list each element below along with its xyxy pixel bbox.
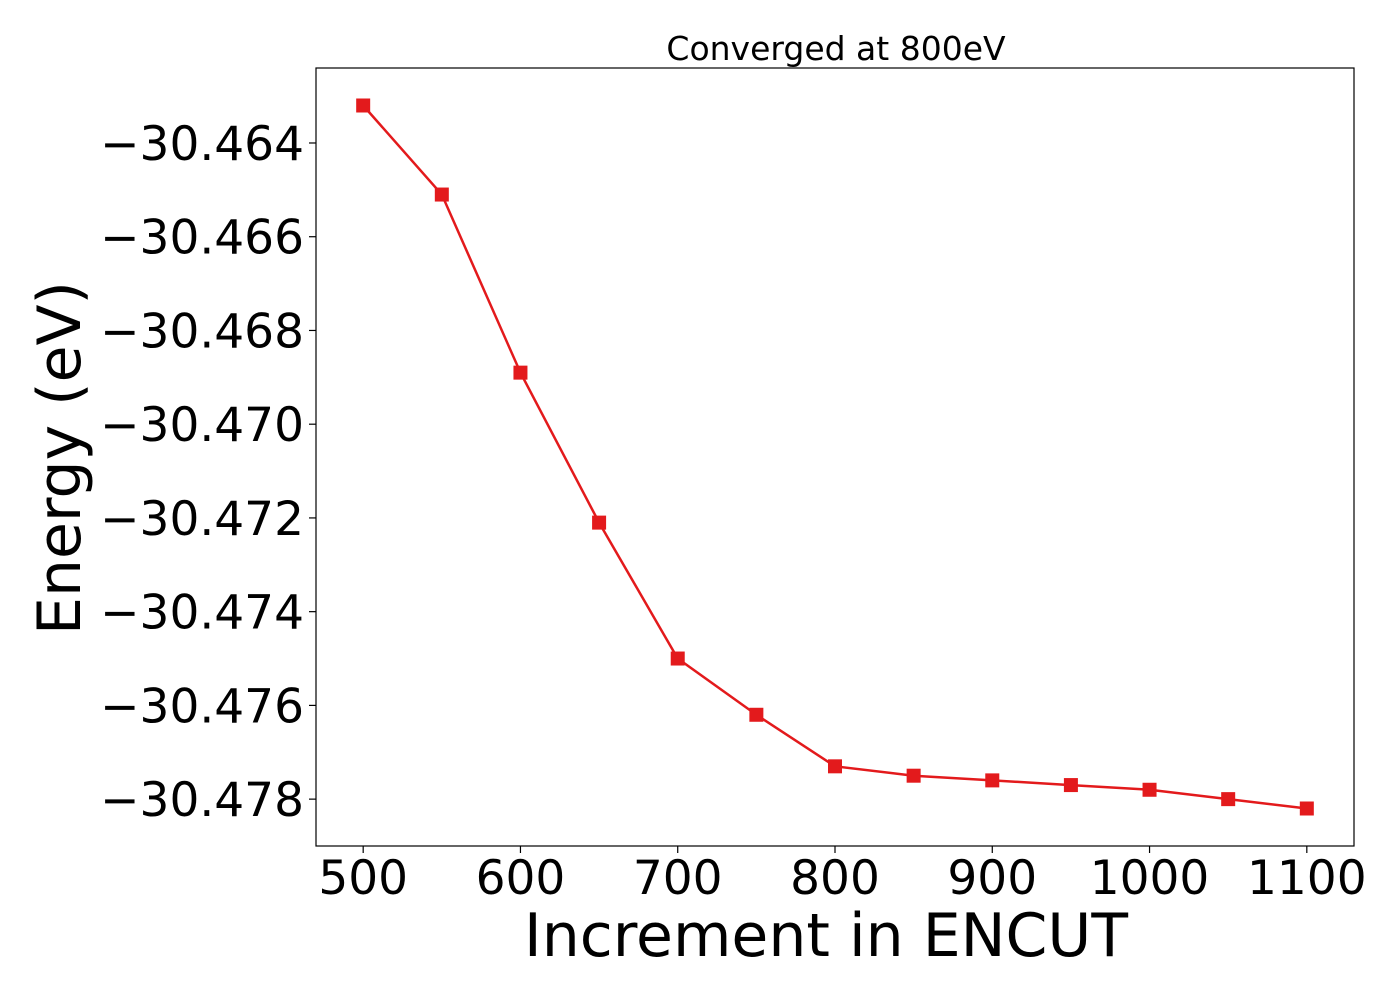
y-tick-label: −30.466	[100, 211, 304, 266]
y-tick-label: −30.470	[100, 398, 304, 453]
y-tick-label: −30.474	[100, 586, 304, 641]
y-tick-label: −30.464	[100, 117, 304, 172]
data-point-marker	[749, 707, 764, 722]
x-tick-label: 700	[633, 851, 723, 906]
data-point-marker	[906, 768, 921, 783]
plot-frame	[315, 67, 1355, 847]
x-axis-ticks: 500 600 700 800 900 1000 1100	[318, 846, 1367, 906]
y-tick-label: −30.478	[100, 773, 304, 828]
y-tick-label: −30.472	[100, 492, 304, 547]
data-point-marker	[670, 651, 685, 666]
x-tick-label: 900	[947, 851, 1037, 906]
y-tick-label: −30.476	[100, 679, 304, 734]
y-axis-label: Energy (eV)	[25, 281, 95, 635]
y-tick-label: −30.468	[100, 304, 304, 359]
x-tick-label: 1000	[1090, 851, 1210, 906]
x-tick-label: 1100	[1247, 851, 1367, 906]
chart-title: Converged at 800eV	[666, 29, 1006, 68]
data-point-marker	[592, 515, 607, 530]
x-axis-label: Increment in ENCUT	[524, 901, 1128, 971]
data-point-marker	[1221, 792, 1236, 807]
series-layer	[356, 98, 1314, 816]
data-point-marker	[1142, 782, 1157, 797]
data-point-marker	[356, 98, 371, 113]
data-point-marker	[434, 187, 449, 202]
x-tick-label: 600	[476, 851, 566, 906]
data-point-marker	[1063, 778, 1078, 793]
y-axis-ticks: −30.464 −30.466 −30.468 −30.470 −30.472 −30.4…	[100, 117, 316, 828]
data-point-marker	[513, 365, 528, 380]
data-point-marker	[1299, 801, 1314, 816]
x-tick-label: 800	[790, 851, 880, 906]
series-line	[362, 104, 1307, 810]
data-point-marker	[985, 773, 1000, 788]
x-tick-label: 500	[318, 851, 408, 906]
data-point-marker	[828, 759, 842, 774]
